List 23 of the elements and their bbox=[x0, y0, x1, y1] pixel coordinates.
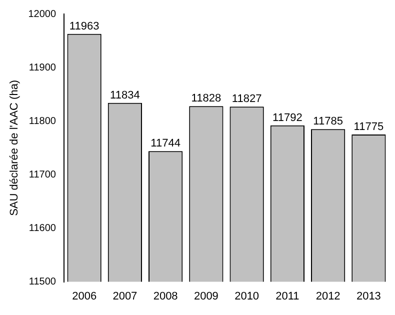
y-tick-label: 11700 bbox=[28, 169, 56, 180]
x-tick-label: 2006 bbox=[72, 290, 97, 302]
data-label: 11775 bbox=[354, 121, 384, 134]
x-tick-label: 2011 bbox=[276, 290, 300, 302]
x-tick-label: 2009 bbox=[194, 290, 218, 302]
data-label: 11792 bbox=[272, 112, 302, 124]
x-tick-label: 2013 bbox=[356, 290, 381, 302]
y-tick-label: 12000 bbox=[28, 8, 56, 20]
y-tick-label: 11900 bbox=[28, 62, 56, 74]
x-tick-label: 2012 bbox=[316, 290, 340, 302]
y-tick-label: 11500 bbox=[28, 276, 56, 288]
x-tick-label: 2007 bbox=[112, 290, 138, 302]
data-label: 11785 bbox=[313, 116, 343, 128]
data-label: 11744 bbox=[150, 138, 180, 150]
x-tick-label: 2008 bbox=[153, 290, 178, 302]
y-tick-label: 11800 bbox=[28, 116, 56, 127]
y-axis-title: SAU déclarée de l'AAC (ha) bbox=[8, 80, 21, 216]
y-tick-label: 11600 bbox=[28, 222, 56, 234]
data-label: 11834 bbox=[110, 89, 140, 102]
data-label: 11827 bbox=[232, 93, 262, 106]
x-tick-label: 2010 bbox=[234, 290, 260, 302]
data-label: 11963 bbox=[69, 20, 100, 32]
data-label: 11828 bbox=[191, 92, 222, 105]
